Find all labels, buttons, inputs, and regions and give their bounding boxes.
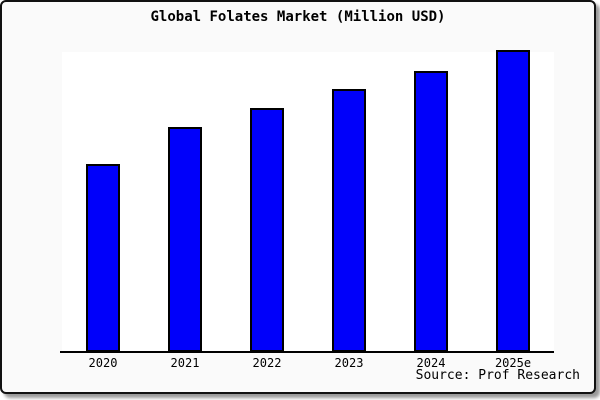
plot-area [62, 52, 554, 352]
x-tick-label-2020: 2020 [88, 356, 118, 370]
bar-2023 [332, 89, 366, 352]
x-tick-label-2022: 2022 [252, 356, 282, 370]
bar-2022 [250, 108, 284, 352]
chart-title: Global Folates Market (Million USD) [150, 9, 446, 25]
x-axis-line [60, 351, 554, 353]
source-note: Source: Prof Research [415, 368, 580, 383]
bar-2024 [414, 71, 448, 352]
bar-2021 [168, 127, 202, 352]
chart-frame: Global Folates Market (Million USD) 2020… [0, 0, 596, 394]
x-tick-label-2023: 2023 [334, 356, 364, 370]
x-tick-label-2024: 2024 [416, 356, 446, 370]
x-tick-label-2025e: 2025e [494, 356, 532, 370]
bar-2025e [496, 50, 530, 352]
x-tick-label-2021: 2021 [170, 356, 200, 370]
bar-2020 [86, 164, 120, 352]
